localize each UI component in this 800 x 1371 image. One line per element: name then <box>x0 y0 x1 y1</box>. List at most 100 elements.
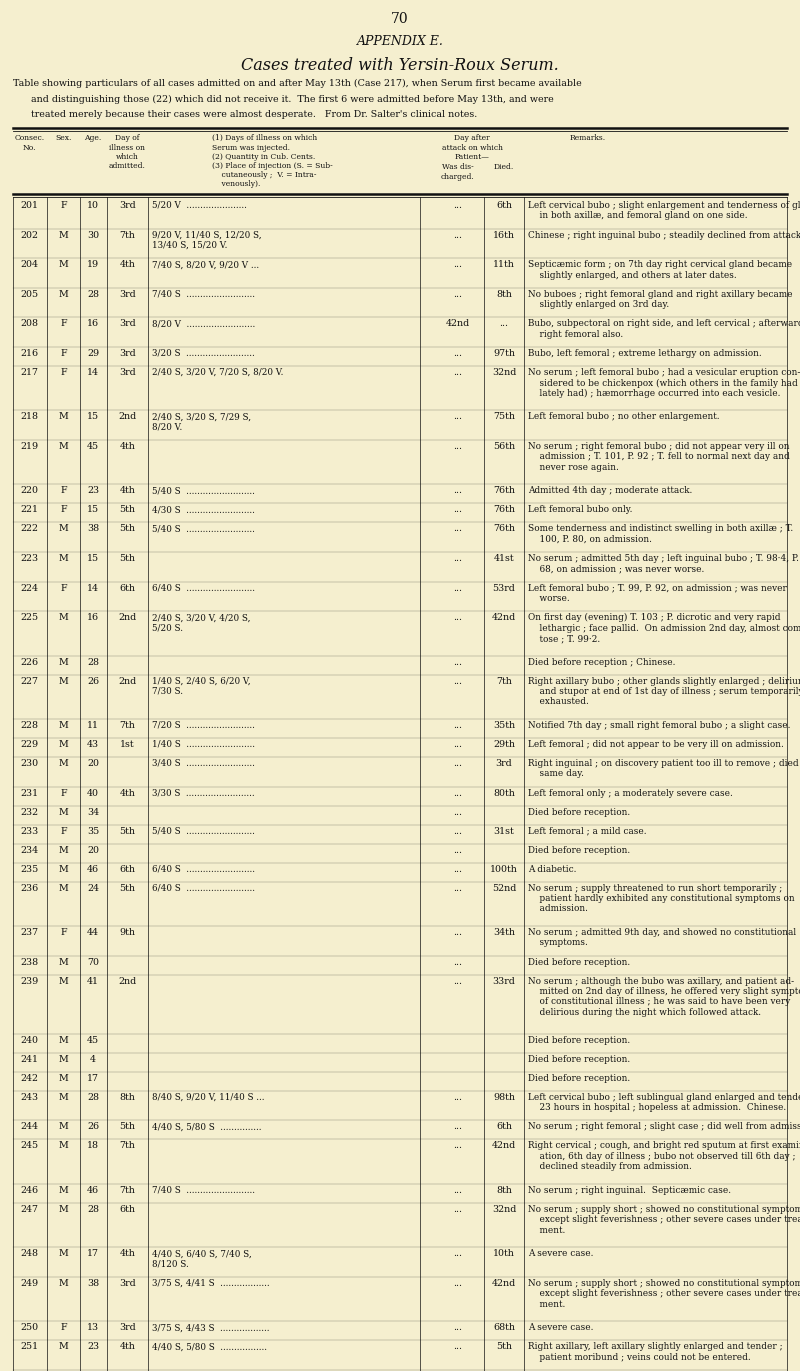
Text: ...: ... <box>453 928 462 936</box>
Text: 4/30 S  .........................: 4/30 S ......................... <box>152 506 255 514</box>
Text: 29th: 29th <box>493 740 515 749</box>
Text: 248: 248 <box>21 1249 38 1259</box>
Text: 6/40 S  .........................: 6/40 S ......................... <box>152 865 255 873</box>
Text: No serum ; right inguinal.  Septicæmic case.: No serum ; right inguinal. Septicæmic ca… <box>528 1186 731 1194</box>
Text: 20: 20 <box>87 846 99 854</box>
Text: 16th: 16th <box>493 230 515 240</box>
Text: 5/20 V  ......................: 5/20 V ...................... <box>152 202 247 210</box>
Text: 5/40 S  .........................: 5/40 S ......................... <box>152 827 255 835</box>
Text: 45: 45 <box>87 441 99 451</box>
Text: 23: 23 <box>87 1342 99 1352</box>
Text: 7th: 7th <box>119 230 135 240</box>
Text: M: M <box>58 808 68 817</box>
Text: 20: 20 <box>87 760 99 768</box>
Text: 223: 223 <box>21 554 38 563</box>
Text: 242: 242 <box>21 1073 38 1083</box>
Text: F: F <box>60 928 67 936</box>
Text: M: M <box>58 1342 68 1352</box>
Text: M: M <box>58 230 68 240</box>
Text: Died before reception.: Died before reception. <box>528 846 630 854</box>
Text: 11: 11 <box>87 721 99 729</box>
Text: 41: 41 <box>87 976 99 986</box>
Text: 3rd: 3rd <box>119 289 136 299</box>
Text: 45: 45 <box>87 1036 99 1045</box>
Text: M: M <box>58 677 68 686</box>
Text: 70: 70 <box>87 957 99 967</box>
Text: 17: 17 <box>87 1249 99 1259</box>
Text: 30: 30 <box>87 230 99 240</box>
Text: 5th: 5th <box>119 827 135 835</box>
Text: 233: 233 <box>20 827 38 835</box>
Text: 8th: 8th <box>496 1186 512 1194</box>
Text: 2nd: 2nd <box>118 677 137 686</box>
Text: 241: 241 <box>21 1054 38 1064</box>
Text: Left femoral ; a mild case.: Left femoral ; a mild case. <box>528 827 646 835</box>
Text: 7th: 7th <box>496 677 512 686</box>
Text: Consec.
No.: Consec. No. <box>14 134 45 152</box>
Text: 2nd: 2nd <box>118 613 137 622</box>
Text: 6th: 6th <box>496 202 512 210</box>
Text: 14: 14 <box>87 584 99 592</box>
Text: 3rd: 3rd <box>119 350 136 358</box>
Text: 19: 19 <box>87 260 99 269</box>
Text: 4/40 S, 5/80 S  ...............: 4/40 S, 5/80 S ............... <box>152 1123 262 1131</box>
Text: 230: 230 <box>21 760 38 768</box>
Text: 75th: 75th <box>493 413 515 421</box>
Text: 3/75 S, 4/43 S  ..................: 3/75 S, 4/43 S .................. <box>152 1323 270 1333</box>
Text: F: F <box>60 788 67 798</box>
Text: Died before reception.: Died before reception. <box>528 1073 630 1083</box>
Text: Day after
attack on which
Patient—: Day after attack on which Patient— <box>442 134 502 160</box>
Text: Some tenderness and indistinct swelling in both axillæ ; T.
    100, P. 80, on a: Some tenderness and indistinct swelling … <box>528 524 794 544</box>
Text: 9/20 V, 11/40 S, 12/20 S,
13/40 S, 15/20 V.: 9/20 V, 11/40 S, 12/20 S, 13/40 S, 15/20… <box>152 230 262 250</box>
Text: 222: 222 <box>21 524 38 533</box>
Text: Chinese ; right inguinal bubo ; steadily declined from attack: Chinese ; right inguinal bubo ; steadily… <box>528 230 800 240</box>
Text: 56th: 56th <box>493 441 515 451</box>
Text: 3rd: 3rd <box>119 1323 136 1333</box>
Text: ...: ... <box>453 524 462 533</box>
Text: 35: 35 <box>87 827 99 835</box>
Text: F: F <box>60 367 67 377</box>
Text: 8/20 V  .........................: 8/20 V ......................... <box>152 319 255 329</box>
Text: 10: 10 <box>87 202 99 210</box>
Text: ...: ... <box>453 260 462 269</box>
Text: 6/40 S  .........................: 6/40 S ......................... <box>152 584 255 592</box>
Text: ...: ... <box>453 1279 462 1287</box>
Text: 5th: 5th <box>119 554 135 563</box>
Text: 204: 204 <box>21 260 38 269</box>
Text: 4th: 4th <box>119 788 135 798</box>
Text: M: M <box>58 1036 68 1045</box>
Text: M: M <box>58 1249 68 1259</box>
Text: 221: 221 <box>21 506 38 514</box>
Text: M: M <box>58 441 68 451</box>
Text: ...: ... <box>453 441 462 451</box>
Text: 7th: 7th <box>119 1186 135 1194</box>
Text: Died.: Died. <box>494 163 514 171</box>
Text: 245: 245 <box>21 1142 38 1150</box>
Text: 38: 38 <box>87 524 99 533</box>
Text: M: M <box>58 524 68 533</box>
Text: 42nd: 42nd <box>492 613 516 622</box>
Text: 238: 238 <box>21 957 38 967</box>
Text: ...: ... <box>453 367 462 377</box>
Text: 29: 29 <box>87 350 99 358</box>
Text: 3rd: 3rd <box>119 319 136 329</box>
Text: Right inguinal ; on discovery patient too ill to remove ; died
    same day.: Right inguinal ; on discovery patient to… <box>528 760 798 779</box>
Text: A severe case.: A severe case. <box>528 1249 594 1259</box>
Text: 15: 15 <box>87 413 99 421</box>
Text: 7/40 S  .........................: 7/40 S ......................... <box>152 289 255 299</box>
Text: 2/40 S, 3/20 V, 7/20 S, 8/20 V.: 2/40 S, 3/20 V, 7/20 S, 8/20 V. <box>152 367 283 377</box>
Text: ...: ... <box>453 1249 462 1259</box>
Text: 32nd: 32nd <box>492 367 516 377</box>
Text: 16: 16 <box>87 319 99 329</box>
Text: Septicæmic form ; on 7th day right cervical gland became
    slightly enlarged, : Septicæmic form ; on 7th day right cervi… <box>528 260 792 280</box>
Text: M: M <box>58 1279 68 1287</box>
Text: 2/40 S, 3/20 S, 7/29 S,
8/20 V.: 2/40 S, 3/20 S, 7/29 S, 8/20 V. <box>152 413 251 432</box>
Text: M: M <box>58 1186 68 1194</box>
Text: 235: 235 <box>20 865 38 873</box>
Text: 244: 244 <box>21 1123 38 1131</box>
Text: A severe case.: A severe case. <box>528 1323 594 1333</box>
Text: ...: ... <box>453 230 462 240</box>
Text: ...: ... <box>453 350 462 358</box>
Text: 97th: 97th <box>493 350 515 358</box>
Text: ...: ... <box>453 1342 462 1352</box>
